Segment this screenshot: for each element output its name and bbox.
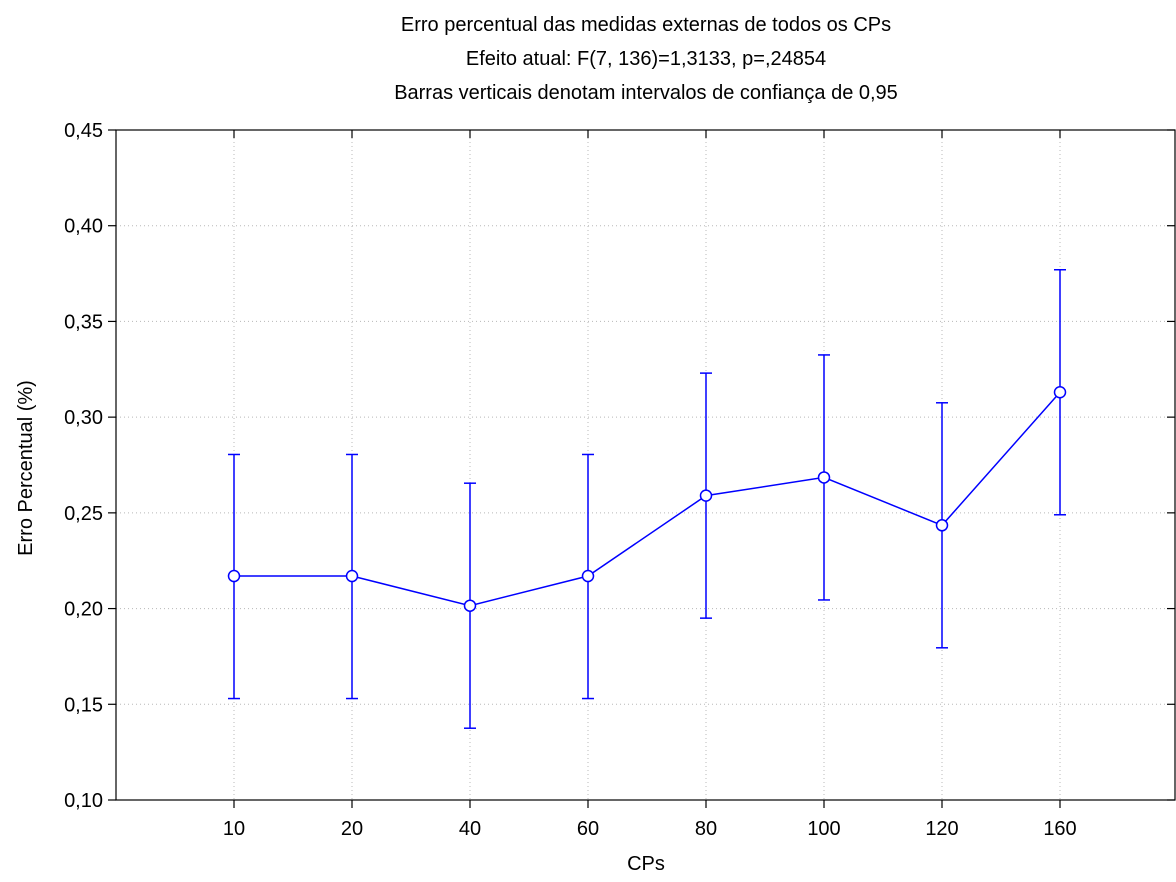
chart-subtitle: Efeito atual: F(7, 136)=1,3133, p=,24854 bbox=[465, 48, 827, 70]
y-tick-label: 0,30 bbox=[64, 407, 103, 429]
data-point bbox=[935, 519, 949, 532]
series-line bbox=[234, 391, 1061, 607]
plot-frame bbox=[115, 129, 1176, 801]
x-axis-title: CPs bbox=[627, 853, 665, 875]
chart-title: Erro percentual das medidas externas de … bbox=[400, 14, 892, 36]
data-point bbox=[1053, 386, 1067, 399]
x-tick-label: 80 bbox=[695, 818, 717, 840]
data-point bbox=[699, 489, 713, 502]
grid-lines bbox=[116, 130, 1175, 800]
y-tick-label: 0,10 bbox=[64, 790, 103, 812]
y-tick-label: 0,20 bbox=[64, 599, 103, 621]
data-point bbox=[227, 569, 241, 583]
data-point bbox=[345, 569, 359, 583]
x-tick-label: 120 bbox=[925, 818, 958, 840]
x-tick-label: 160 bbox=[1043, 818, 1076, 840]
axes bbox=[115, 129, 1176, 801]
chart-note: Barras verticais denotam intervalos de c… bbox=[394, 82, 898, 104]
y-tick-label: 0,25 bbox=[64, 503, 103, 525]
error-bars bbox=[228, 268, 1066, 729]
x-tick-label: 10 bbox=[223, 818, 245, 840]
y-axis-ticks: 0,10 0,15 0,20 0,25 0,30 0,35 0,40 0,45 bbox=[64, 120, 1175, 812]
y-tick-label: 0,15 bbox=[64, 694, 103, 716]
x-tick-label: 40 bbox=[459, 818, 481, 840]
x-axis-ticks: 10 20 40 60 80 100 120 160 bbox=[223, 130, 1077, 840]
data-point bbox=[581, 569, 595, 583]
y-tick-label: 0,45 bbox=[64, 120, 103, 142]
x-tick-label: 20 bbox=[341, 818, 363, 840]
data-point bbox=[817, 471, 831, 484]
data-point bbox=[463, 599, 477, 612]
series-polyline bbox=[234, 391, 1061, 607]
y-axis-title: Erro Percentual (%) bbox=[15, 380, 37, 556]
x-tick-label: 100 bbox=[807, 818, 840, 840]
y-tick-label: 0,40 bbox=[64, 216, 103, 238]
data-points bbox=[227, 386, 1067, 612]
x-tick-label: 60 bbox=[577, 818, 599, 840]
y-tick-label: 0,35 bbox=[64, 311, 103, 333]
